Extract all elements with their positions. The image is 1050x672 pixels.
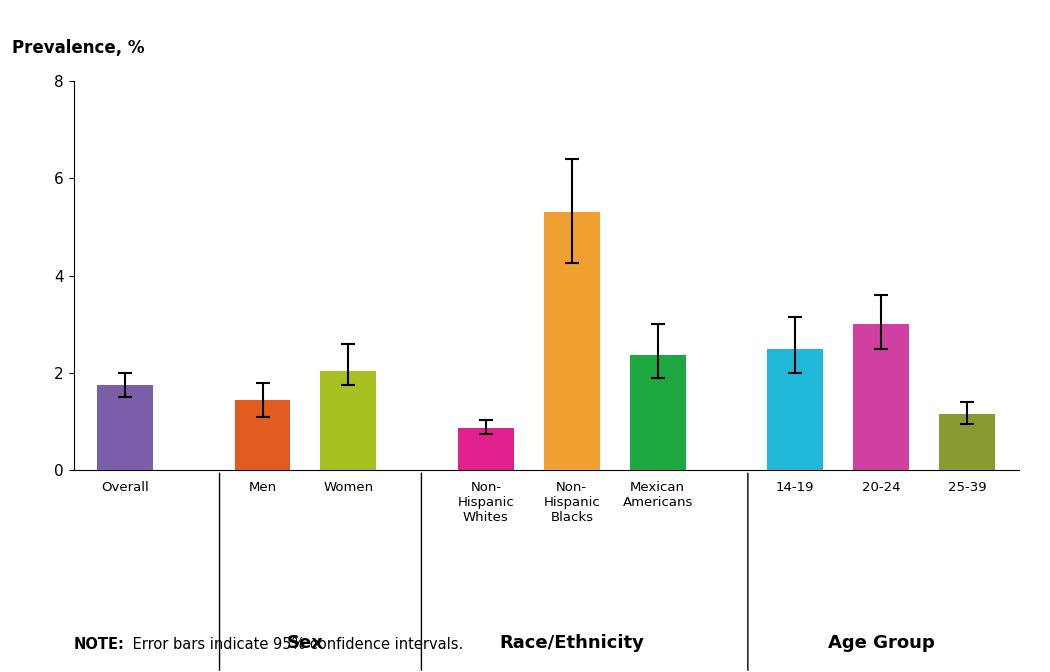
Bar (320, 370, 376, 470)
Bar (939, 415, 995, 470)
Text: Race/Ethnicity: Race/Ethnicity (500, 634, 645, 652)
Bar (234, 400, 291, 470)
Text: Age Group: Age Group (827, 634, 935, 652)
Bar (544, 212, 600, 470)
Bar (854, 325, 909, 470)
Text: Error bars indicate 95% confidence intervals.: Error bars indicate 95% confidence inter… (128, 637, 463, 652)
Bar (768, 349, 823, 470)
Bar (630, 355, 686, 470)
Text: Prevalence, %: Prevalence, % (12, 39, 145, 57)
Bar (458, 428, 513, 470)
Text: Sex: Sex (287, 634, 323, 652)
Bar (97, 385, 153, 470)
Text: NOTE:: NOTE: (74, 637, 124, 652)
